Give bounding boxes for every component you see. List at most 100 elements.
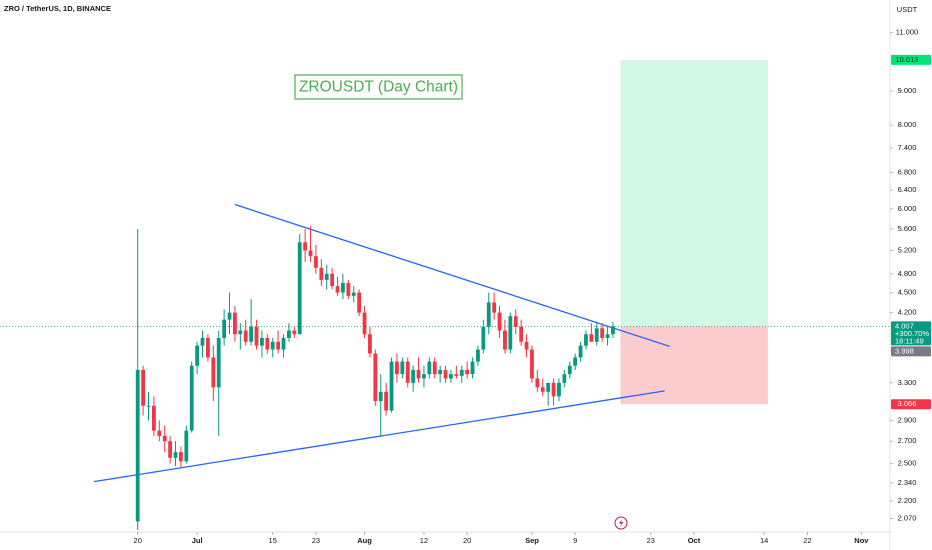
candle-body — [362, 312, 367, 335]
y-tick-label: 6.800 — [898, 167, 917, 176]
candle-body — [508, 316, 513, 350]
candle-body — [481, 326, 486, 350]
candle-body — [357, 292, 362, 313]
candle-body — [470, 361, 475, 375]
candle-body — [335, 286, 340, 293]
x-tick-label: Jul — [192, 536, 203, 545]
last-price-change: +300.70% — [895, 329, 929, 338]
y-tick-label: 2.200 — [898, 496, 917, 505]
candle-body — [589, 334, 594, 342]
y-tick-label: 4.500 — [898, 288, 917, 297]
x-tick-label: 23 — [647, 536, 655, 545]
prev-price-label: 3.998 — [895, 346, 914, 355]
currency-label: USDT — [897, 5, 918, 14]
loss-zone — [620, 326, 768, 405]
y-tick-label: 6.400 — [898, 185, 917, 194]
y-tick-label: 2.900 — [898, 415, 917, 424]
candle-body — [152, 405, 156, 431]
x-tick-label: 15 — [269, 536, 277, 545]
candle-body — [341, 283, 345, 293]
candle-body — [416, 369, 421, 379]
candle-body — [400, 361, 405, 375]
y-tick-label: 8.000 — [898, 120, 917, 129]
candle-body — [459, 369, 464, 376]
candle-body — [243, 330, 248, 342]
candle-body — [157, 430, 162, 436]
candle-body — [573, 357, 578, 366]
candle-body — [384, 391, 389, 411]
y-tick-label: 4.200 — [898, 308, 917, 317]
candle-body — [540, 387, 545, 392]
title-box — [294, 74, 463, 100]
candle-body — [260, 337, 264, 346]
y-tick-label: 4.800 — [898, 269, 917, 278]
candle-body — [222, 319, 227, 338]
target-label: 10.013 — [896, 55, 919, 64]
candle-body — [513, 316, 518, 327]
candle-body — [346, 283, 351, 296]
candle-body — [584, 334, 588, 346]
y-tick-label: 5.200 — [898, 245, 917, 254]
y-tick-label: 7.400 — [898, 143, 917, 152]
candle-body — [389, 361, 394, 411]
candle-body — [600, 328, 605, 338]
y-tick-label: 5.600 — [898, 224, 917, 233]
candle-body — [195, 345, 200, 366]
overlay-layer — [0, 203, 890, 483]
candle-body — [562, 374, 567, 383]
candle-body — [567, 365, 572, 375]
candle-body — [519, 326, 524, 342]
last-price-label: 4.007 — [895, 321, 914, 330]
candle-body — [330, 273, 335, 287]
candle-body — [432, 361, 437, 375]
stop-label-box — [891, 399, 931, 410]
candle-body — [297, 242, 302, 335]
candle-body — [465, 369, 470, 375]
x-tick-label: 9 — [573, 536, 577, 545]
candle-body — [292, 330, 297, 335]
candle-body — [530, 349, 534, 379]
candle-body — [276, 341, 281, 350]
chart-title: ZROUSDT (Day Chart) — [299, 79, 458, 96]
events-icon-bolt[interactable] — [619, 518, 624, 528]
candle-body — [368, 334, 372, 354]
candle-body — [324, 273, 329, 280]
x-tick-label: 20 — [134, 536, 142, 545]
candle-body — [524, 341, 529, 350]
symbol-header: ZRO / TetherUS, 1D, BINANCE — [4, 4, 111, 13]
candle-body — [605, 334, 610, 338]
candle-body — [319, 267, 324, 280]
trendline — [93, 390, 665, 483]
candle-body — [427, 361, 432, 375]
candle-body — [454, 374, 459, 376]
candle-body — [551, 382, 556, 397]
events-icon[interactable] — [614, 516, 628, 530]
candle-body — [611, 326, 615, 335]
candle-body — [200, 337, 205, 346]
candle-body — [168, 441, 173, 458]
candle-body — [233, 312, 237, 335]
candle-body — [173, 452, 178, 458]
candle-body — [184, 430, 189, 462]
candle-body — [405, 361, 410, 383]
last-price-countdown: 18:11:49 — [895, 336, 924, 345]
candle-body — [179, 452, 183, 462]
candle-body — [546, 382, 551, 392]
trendline — [234, 203, 670, 348]
candle-body — [162, 435, 167, 442]
candle-body — [249, 326, 254, 342]
candle-body — [492, 302, 497, 313]
y-tick-label: 2.340 — [898, 478, 917, 487]
x-tick-label: Oct — [688, 536, 701, 545]
axis-layer: 11.000 9.000 8.000 7.400 6.800 6.400 6.000 5.60… — [134, 27, 931, 545]
x-tick-label: 12 — [420, 536, 428, 545]
target-label-box — [891, 54, 931, 65]
candle-body — [211, 357, 216, 388]
prev-price-box — [891, 346, 931, 357]
stop-label: 3.066 — [898, 399, 917, 408]
candle-body — [206, 337, 210, 358]
candle-body — [265, 337, 270, 350]
candle-body — [497, 312, 502, 331]
candle-body — [135, 369, 140, 522]
